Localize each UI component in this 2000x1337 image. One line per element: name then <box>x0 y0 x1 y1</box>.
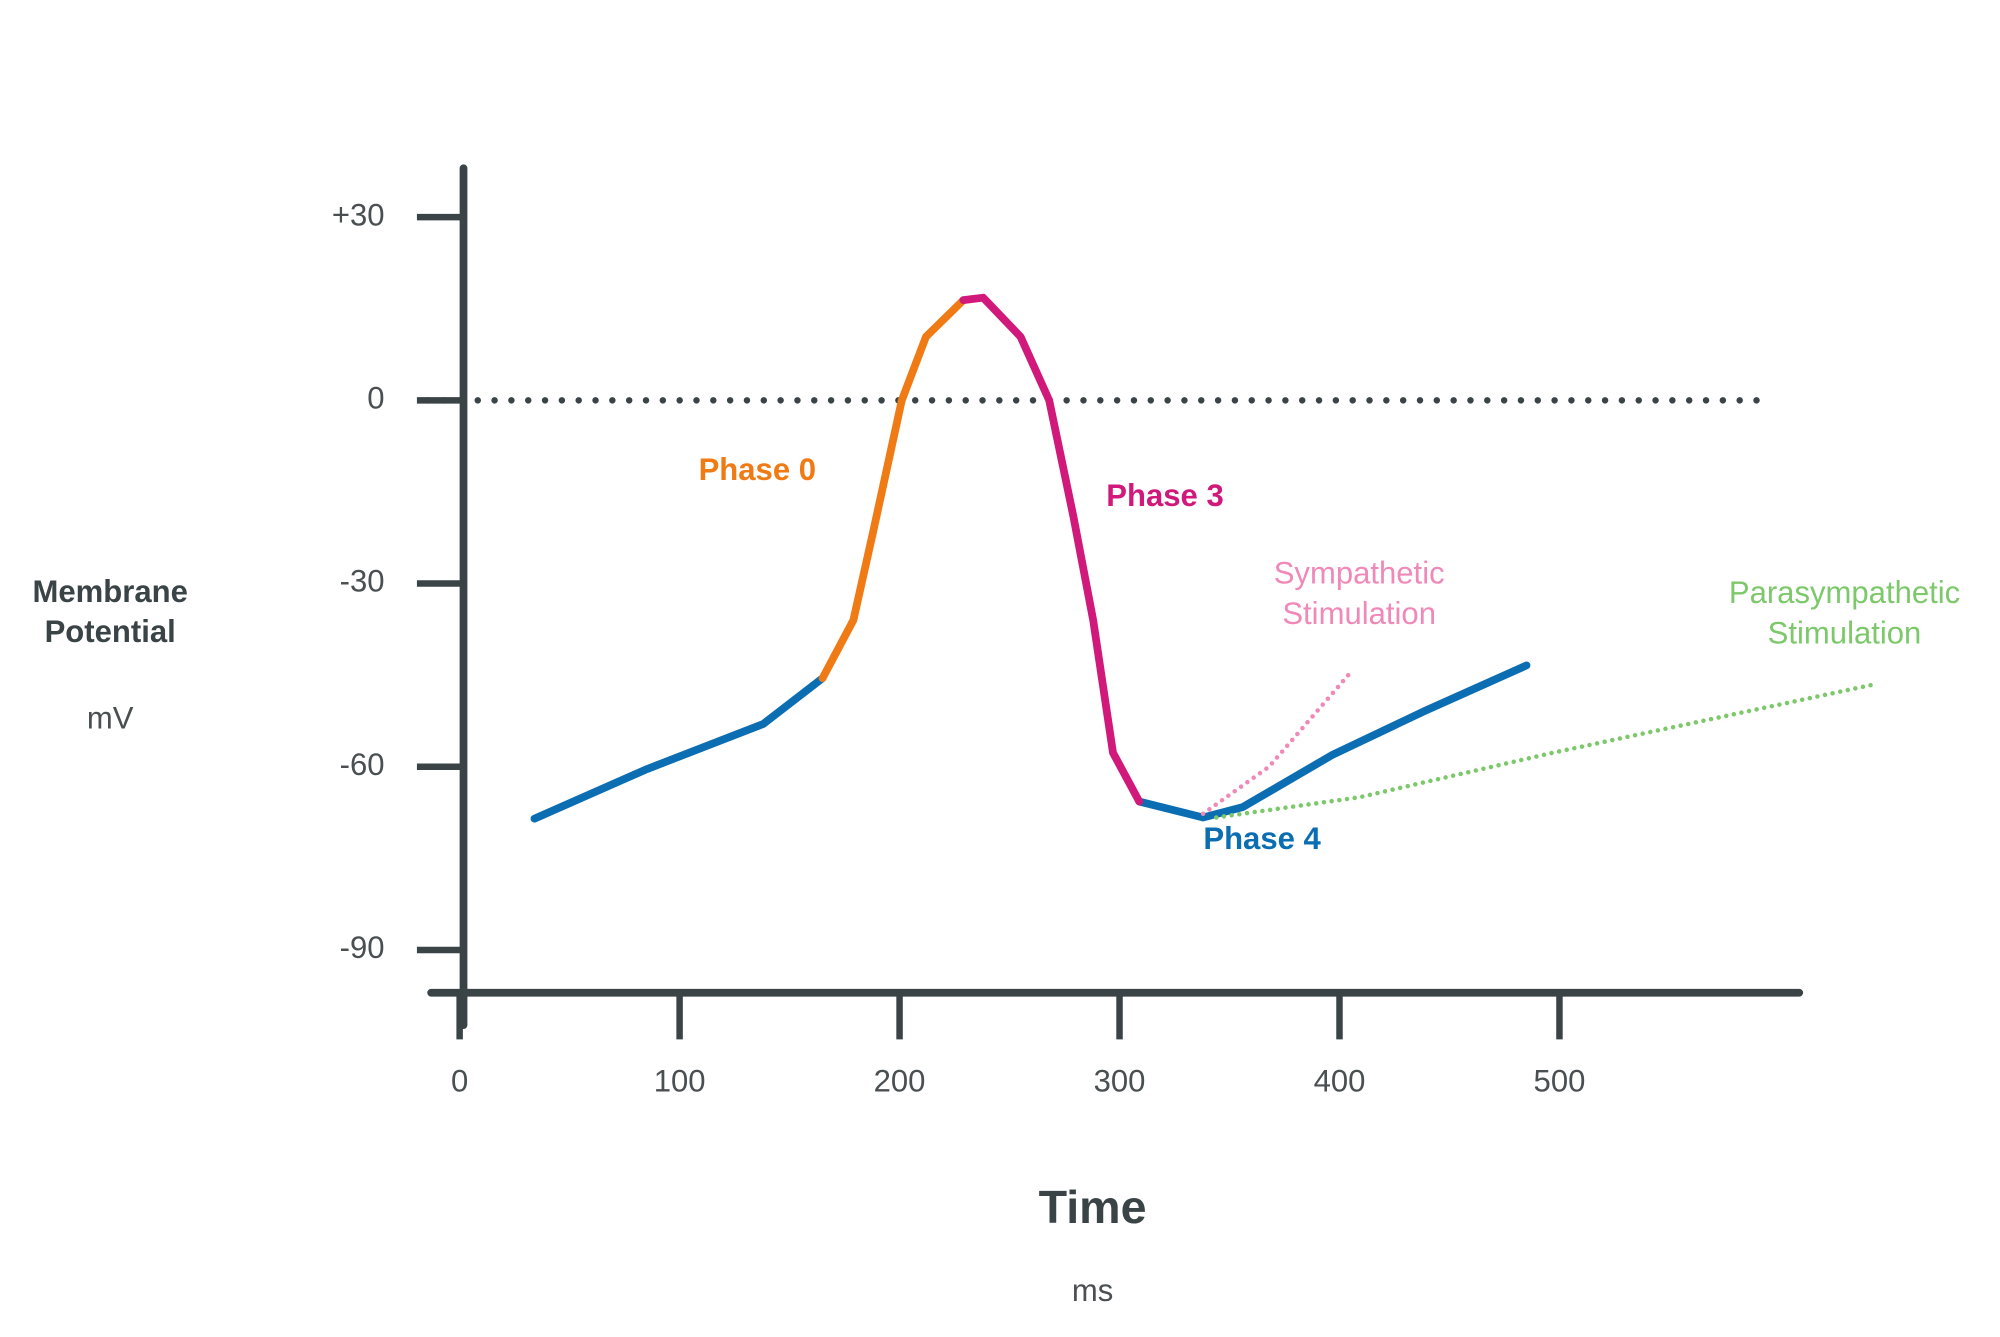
y-tick-label: -30 <box>340 564 385 599</box>
x-axis-unit: ms <box>1071 1273 1114 1309</box>
series-label-box: Parasympathetic Stimulation <box>1728 575 1961 652</box>
series-label-box: Phase 0 <box>698 453 817 488</box>
x-tick-label: 400 <box>1314 1064 1366 1099</box>
series-line <box>959 293 1144 806</box>
series-line <box>818 296 968 683</box>
y-axis-title-box: Membrane Potential <box>32 574 188 650</box>
x-tick-label: 200 <box>874 1064 926 1099</box>
series-label: Phase 0 <box>698 453 817 488</box>
y-axis-unit: mV <box>86 701 134 737</box>
x-axis-title: Time <box>1038 1180 1147 1234</box>
series-label: Phase 3 <box>1106 478 1224 514</box>
series-label-box: Sympathetic Stimulation <box>1273 556 1445 632</box>
x-axis-unit-box: ms <box>1071 1273 1114 1309</box>
series-line <box>530 674 827 823</box>
series-label: Sympathetic Stimulation <box>1273 556 1445 632</box>
series-line <box>1214 682 1875 820</box>
x-axis-title-box: Time <box>1038 1180 1147 1234</box>
series-label-box: Phase 3 <box>1106 478 1224 514</box>
x-tick-label: 100 <box>654 1064 706 1099</box>
y-tick-label: 0 <box>367 381 384 416</box>
series-label: Phase 4 <box>1203 821 1321 857</box>
series-line <box>1135 661 1531 822</box>
y-tick-label: -60 <box>340 747 385 782</box>
series-label: Parasympathetic Stimulation <box>1728 575 1961 652</box>
x-tick-label: 500 <box>1534 1064 1586 1099</box>
y-tick-label: +30 <box>332 197 385 232</box>
y-tick-label: -90 <box>340 930 385 965</box>
series-label-box: Phase 4 <box>1203 821 1321 857</box>
x-tick-label: 300 <box>1094 1064 1146 1099</box>
series-line <box>1200 672 1351 816</box>
x-tick-label: 0 <box>451 1064 468 1099</box>
y-axis-title: Membrane Potential <box>32 574 188 650</box>
y-axis-unit-box: mV <box>86 701 134 737</box>
